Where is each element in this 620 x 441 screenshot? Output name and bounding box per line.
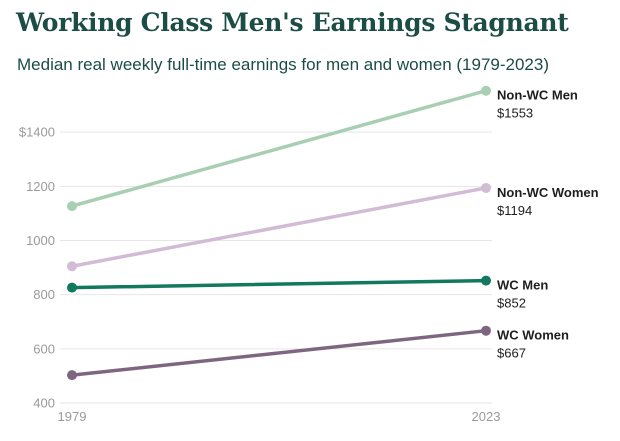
chart-subtitle: Median real weekly full-time earnings fo… — [17, 55, 549, 74]
label-non-wc-women-value: $1194 — [497, 203, 532, 218]
point-non-wc-men-2023 — [481, 85, 491, 96]
label-non-wc-men-name: Non-WC Men — [497, 88, 578, 103]
point-non-wc-women-2023 — [481, 182, 491, 193]
y-tick-1200: 1200 — [26, 179, 55, 194]
point-non-wc-women-1979 — [67, 261, 77, 272]
y-tick-600: 600 — [33, 341, 55, 356]
y-tick-1000: 1000 — [26, 233, 55, 248]
x-axis-ticks: 1979 2023 — [58, 409, 501, 424]
chart-title: Working Class Men's Earnings Stagnant — [16, 8, 569, 37]
series-line-wc-women — [70, 328, 488, 377]
point-wc-men-2023 — [481, 275, 491, 286]
y-tick-400: 400 — [33, 396, 55, 411]
y-tick-1400: $1400 — [19, 125, 55, 140]
series-lines — [67, 85, 491, 381]
point-non-wc-men-1979 — [67, 201, 77, 212]
gridlines — [60, 131, 492, 404]
point-wc-women-1979 — [67, 370, 77, 381]
y-axis-ticks: 400 600 800 1000 1200 $1400 — [19, 125, 55, 411]
series-labels: Non-WC Men $1553 Non-WC Women $1194 WC Men $8… — [497, 88, 599, 361]
label-wc-women-name: WC Women — [497, 328, 569, 343]
x-tick-2023: 2023 — [472, 409, 501, 424]
label-wc-women-value: $667 — [497, 346, 526, 361]
series-line-wc-men — [70, 278, 488, 290]
label-non-wc-women-name: Non-WC Women — [497, 185, 599, 200]
y-tick-800: 800 — [33, 287, 55, 302]
label-wc-men-value: $852 — [497, 296, 526, 311]
label-non-wc-men-value: $1553 — [497, 106, 533, 121]
series-line-non-wc-women — [70, 186, 488, 268]
x-tick-1979: 1979 — [58, 409, 87, 424]
point-wc-men-1979 — [67, 282, 77, 293]
series-line-non-wc-men — [70, 88, 488, 208]
label-wc-men-name: WC Men — [497, 278, 548, 293]
point-wc-women-2023 — [481, 325, 491, 336]
